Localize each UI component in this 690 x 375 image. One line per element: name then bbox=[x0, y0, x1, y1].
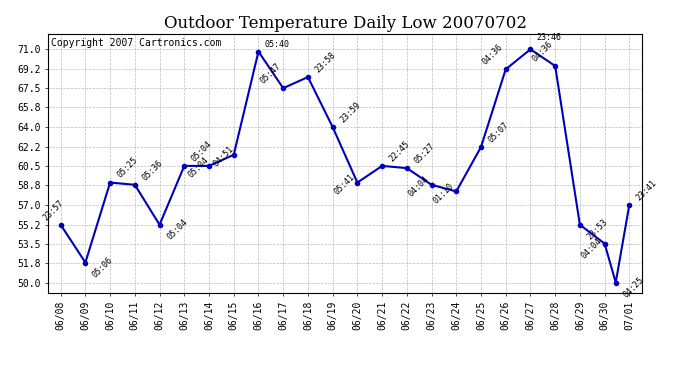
Text: 05:04: 05:04 bbox=[187, 156, 211, 180]
Title: Outdoor Temperature Daily Low 20070702: Outdoor Temperature Daily Low 20070702 bbox=[164, 15, 526, 32]
Text: 23:59: 23:59 bbox=[338, 100, 362, 124]
Text: 05:07: 05:07 bbox=[486, 120, 511, 144]
Text: 04:36: 04:36 bbox=[481, 42, 505, 66]
Text: 23:46: 23:46 bbox=[536, 33, 561, 42]
Text: 23:57: 23:57 bbox=[41, 198, 66, 222]
Text: 23:53: 23:53 bbox=[585, 217, 609, 242]
Text: 05:06: 05:06 bbox=[91, 255, 115, 279]
Text: 04:51: 04:51 bbox=[212, 145, 235, 169]
Text: 01:10: 01:10 bbox=[431, 181, 455, 206]
Text: 04:04: 04:04 bbox=[406, 175, 431, 199]
Text: 05:47: 05:47 bbox=[258, 62, 282, 86]
Text: 05:04: 05:04 bbox=[190, 139, 214, 163]
Text: 05:25: 05:25 bbox=[116, 156, 139, 180]
Text: 04:25: 04:25 bbox=[621, 275, 645, 299]
Text: 05:40: 05:40 bbox=[264, 40, 289, 49]
Text: 05:41: 05:41 bbox=[333, 172, 357, 196]
Text: 04:36: 04:36 bbox=[530, 39, 554, 63]
Text: Copyright 2007 Cartronics.com: Copyright 2007 Cartronics.com bbox=[51, 38, 221, 48]
Text: 05:04: 05:04 bbox=[165, 217, 189, 242]
Text: 23:58: 23:58 bbox=[313, 50, 337, 74]
Text: 04:04: 04:04 bbox=[580, 236, 604, 260]
Text: 05:36: 05:36 bbox=[140, 158, 164, 182]
Text: 23:41: 23:41 bbox=[635, 178, 659, 202]
Text: 22:45: 22:45 bbox=[388, 139, 412, 163]
Text: 05:27: 05:27 bbox=[413, 141, 436, 165]
